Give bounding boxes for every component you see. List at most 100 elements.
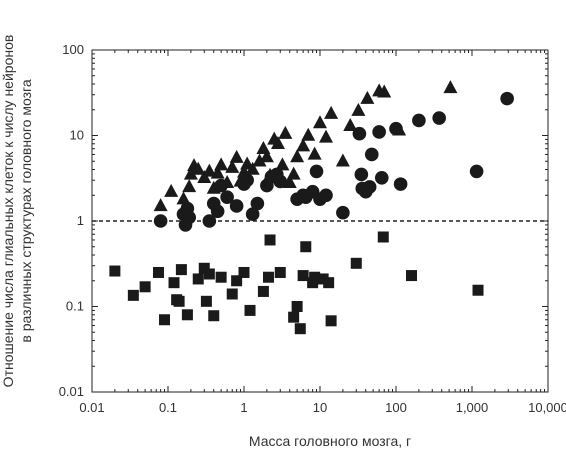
- circle-point: [273, 174, 288, 189]
- square-point: [323, 277, 335, 289]
- square-point: [244, 304, 256, 316]
- triangle-point: [191, 161, 206, 175]
- square-point: [288, 311, 300, 323]
- triangle-point: [275, 157, 290, 171]
- triangle-point: [324, 105, 339, 119]
- triangle-point: [443, 80, 458, 94]
- square-point: [231, 275, 243, 287]
- circle-point: [240, 173, 254, 188]
- square-point: [173, 295, 185, 307]
- triangle-point: [252, 153, 267, 167]
- circle-point: [364, 147, 379, 162]
- triangle-point: [343, 117, 358, 131]
- circle-point: [336, 205, 350, 220]
- circle-point: [245, 207, 260, 222]
- circle-point: [153, 214, 168, 228]
- triangle-point: [183, 166, 198, 180]
- tick-labels: 0.01 0.1 1 10 100 1,000 10,000 0.01 0.1 1 10 100: [59, 42, 566, 415]
- triangle-point: [182, 179, 197, 193]
- x-tick-label: 10,000: [528, 400, 566, 415]
- triangle-point: [351, 102, 366, 116]
- circle-point: [210, 204, 225, 219]
- triangle-point: [225, 159, 240, 173]
- x-tick-label: 1: [240, 400, 247, 415]
- square-point: [215, 271, 227, 283]
- circle-point: [412, 113, 426, 128]
- circle-point: [214, 178, 228, 193]
- triangle-point: [319, 129, 334, 143]
- triangle-point: [270, 135, 285, 149]
- y-tick-label: 10: [70, 128, 84, 143]
- triangle-point: [290, 149, 305, 163]
- triangle-point: [229, 149, 244, 163]
- square-point: [406, 270, 418, 282]
- square-point: [297, 270, 309, 282]
- circle-point: [352, 126, 367, 141]
- square-point: [200, 295, 212, 307]
- x-tick-label: 0.1: [159, 400, 177, 415]
- circle-point: [182, 210, 196, 225]
- x-axis-label: Масса головного мозга, г: [249, 433, 411, 449]
- triangle-point: [313, 115, 327, 129]
- square-point: [472, 284, 484, 296]
- circle-point: [372, 125, 386, 139]
- square-point: [274, 266, 286, 278]
- triangle-point: [176, 191, 191, 205]
- circle-point: [469, 164, 484, 179]
- y-axis-label: Отношение числа глиальных клеток к числу…: [0, 35, 34, 388]
- circle-point: [202, 214, 217, 228]
- triangle-point: [286, 166, 301, 180]
- square-point: [350, 257, 362, 269]
- square-point: [175, 264, 187, 276]
- circle-point: [500, 91, 514, 106]
- triangle-point: [164, 183, 179, 197]
- circle-point: [229, 199, 244, 213]
- circle-point: [389, 121, 403, 136]
- square-point: [294, 323, 306, 335]
- square-point: [264, 234, 276, 246]
- triangle-point: [202, 163, 217, 177]
- square-point: [181, 309, 193, 321]
- square-point: [109, 265, 121, 277]
- y-axis-label-line-2: в различных структурах головного мозга: [18, 79, 34, 342]
- x-tick-label: 100: [385, 400, 407, 415]
- x-tick-label: 1,000: [456, 400, 489, 415]
- y-axis-label-line-1: Отношение числа глиальных клеток к числу…: [0, 35, 16, 388]
- square-point: [317, 273, 329, 285]
- triangle-point: [214, 157, 229, 171]
- square-point: [377, 231, 389, 243]
- square-point: [192, 273, 204, 285]
- triangle-point: [377, 84, 392, 98]
- y-tick-label: 0.1: [66, 299, 84, 314]
- triangle-point: [335, 153, 350, 167]
- triangle-point: [210, 165, 225, 179]
- square-point: [226, 288, 238, 300]
- square-point: [139, 281, 151, 293]
- circle-point: [220, 190, 234, 204]
- square-point: [159, 314, 171, 326]
- circle-point: [354, 167, 369, 182]
- square-point: [325, 315, 337, 327]
- square-point: [238, 266, 250, 278]
- triangle-point: [278, 125, 293, 139]
- square-point: [203, 268, 215, 280]
- circle-point: [250, 196, 265, 211]
- x-tick-label: 10: [313, 400, 327, 415]
- triangle-point: [153, 198, 168, 212]
- y-tick-label: 100: [62, 42, 84, 57]
- circle-point: [309, 164, 324, 179]
- data-points: [109, 80, 514, 335]
- triangle-point: [296, 138, 311, 152]
- y-tick-label: 1: [77, 213, 84, 228]
- circle-point: [432, 111, 446, 125]
- square-point: [168, 277, 180, 289]
- triangle-point: [360, 90, 375, 104]
- x-tick-label: 0.01: [79, 400, 104, 415]
- square-point: [127, 289, 139, 301]
- triangle-point: [282, 174, 297, 188]
- square-point: [208, 310, 220, 322]
- triangle-point: [245, 161, 260, 175]
- circle-point: [319, 188, 333, 203]
- triangle-point: [259, 149, 274, 163]
